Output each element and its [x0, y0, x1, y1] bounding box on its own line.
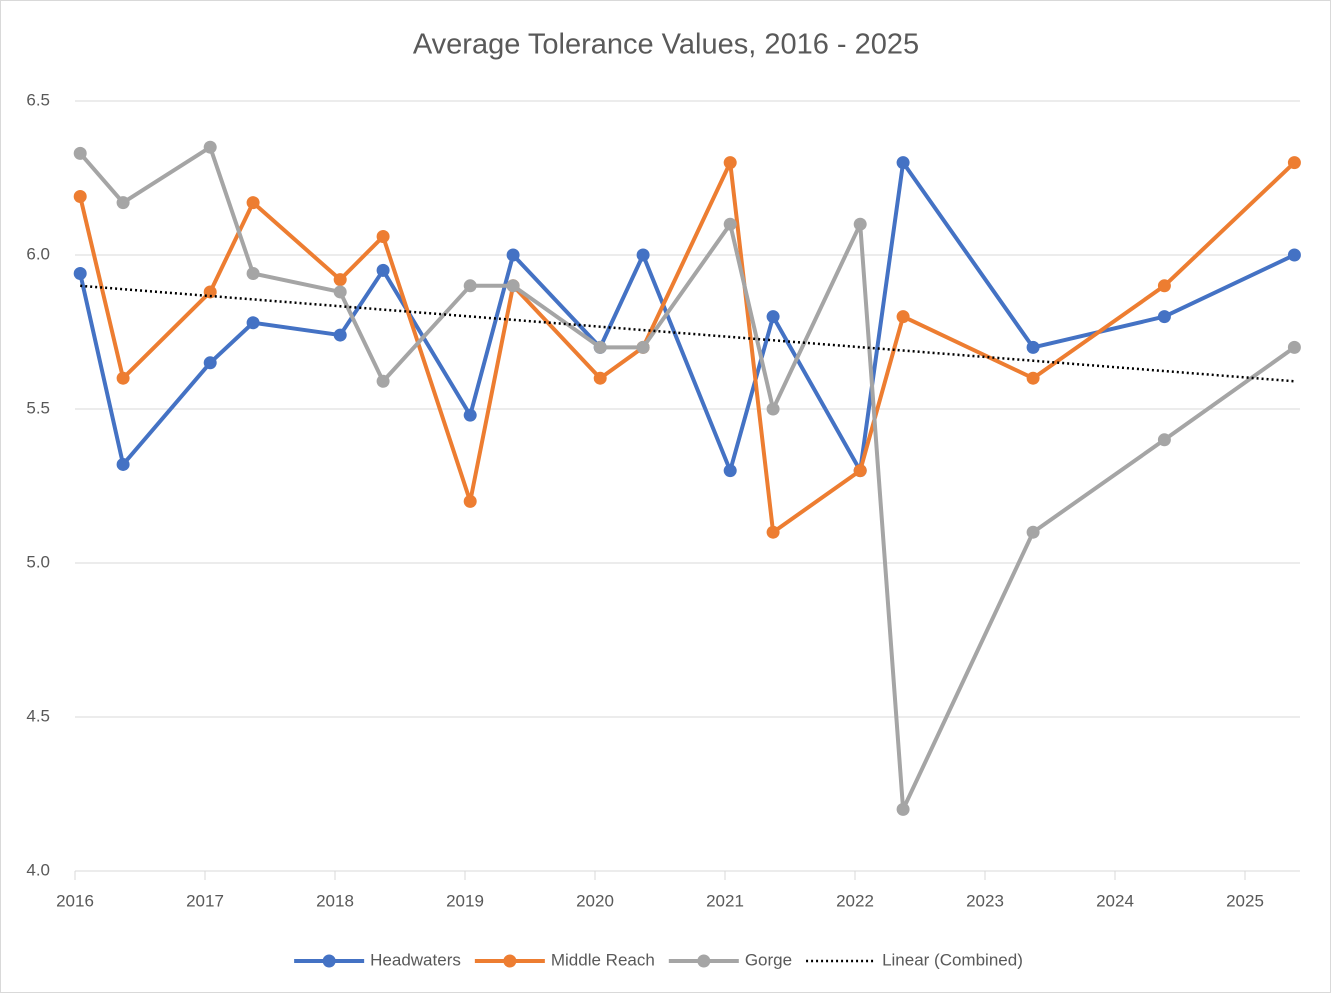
data-point	[116, 196, 130, 210]
data-point	[1026, 525, 1040, 539]
data-point	[593, 371, 607, 385]
data-point	[723, 156, 737, 170]
data-point	[766, 525, 780, 539]
data-point	[853, 217, 867, 231]
data-point	[853, 464, 867, 478]
x-tick-label: 2022	[836, 891, 874, 910]
x-tick-label: 2021	[706, 891, 744, 910]
data-point	[333, 328, 347, 342]
data-point	[376, 263, 390, 277]
data-point	[636, 248, 650, 262]
data-point	[376, 230, 390, 244]
data-point	[766, 402, 780, 416]
data-point	[1287, 340, 1301, 354]
data-point	[723, 464, 737, 478]
data-point	[116, 457, 130, 471]
data-point	[506, 248, 520, 262]
data-point	[73, 266, 87, 280]
x-tick-label: 2019	[446, 891, 484, 910]
data-point	[896, 310, 910, 324]
data-point	[506, 279, 520, 293]
data-point	[1157, 310, 1171, 324]
data-point	[463, 408, 477, 422]
legend-label: Linear (Combined)	[882, 950, 1023, 969]
data-point	[1287, 156, 1301, 170]
data-point	[896, 802, 910, 816]
data-point	[896, 156, 910, 170]
data-point	[333, 273, 347, 287]
data-point	[723, 217, 737, 231]
legend-label: Middle Reach	[551, 950, 655, 969]
x-tick-label: 2017	[186, 891, 224, 910]
data-point	[463, 494, 477, 508]
data-point	[73, 189, 87, 203]
data-point	[463, 279, 477, 293]
y-tick-label: 5.5	[26, 398, 50, 417]
y-tick-label: 5.0	[26, 552, 50, 571]
data-point	[203, 140, 217, 154]
x-tick-label: 2020	[576, 891, 614, 910]
data-point	[203, 356, 217, 370]
legend-marker	[322, 954, 336, 968]
data-point	[203, 285, 217, 299]
y-tick-label: 6.5	[26, 90, 50, 109]
data-point	[1026, 340, 1040, 354]
x-tick-label: 2016	[56, 891, 94, 910]
data-point	[73, 146, 87, 160]
data-point	[1157, 279, 1171, 293]
x-tick-label: 2018	[316, 891, 354, 910]
data-point	[593, 340, 607, 354]
x-tick-label: 2024	[1096, 891, 1134, 910]
legend-label: Gorge	[745, 950, 792, 969]
legend-label: Headwaters	[370, 950, 461, 969]
data-point	[246, 316, 260, 330]
legend-marker	[503, 954, 517, 968]
chart-title: Average Tolerance Values, 2016 - 2025	[413, 29, 919, 61]
data-point	[1026, 371, 1040, 385]
y-tick-label: 4.0	[26, 860, 50, 879]
x-tick-label: 2023	[966, 891, 1004, 910]
data-point	[246, 196, 260, 210]
y-tick-label: 6.0	[26, 244, 50, 263]
data-point	[333, 285, 347, 299]
data-point	[636, 340, 650, 354]
data-point	[1157, 433, 1171, 447]
x-tick-label: 2025	[1226, 891, 1264, 910]
data-point	[376, 374, 390, 388]
y-tick-label: 4.5	[26, 706, 50, 725]
data-point	[1287, 248, 1301, 262]
data-point	[766, 310, 780, 324]
legend-marker	[697, 954, 711, 968]
data-point	[116, 371, 130, 385]
data-point	[246, 266, 260, 280]
